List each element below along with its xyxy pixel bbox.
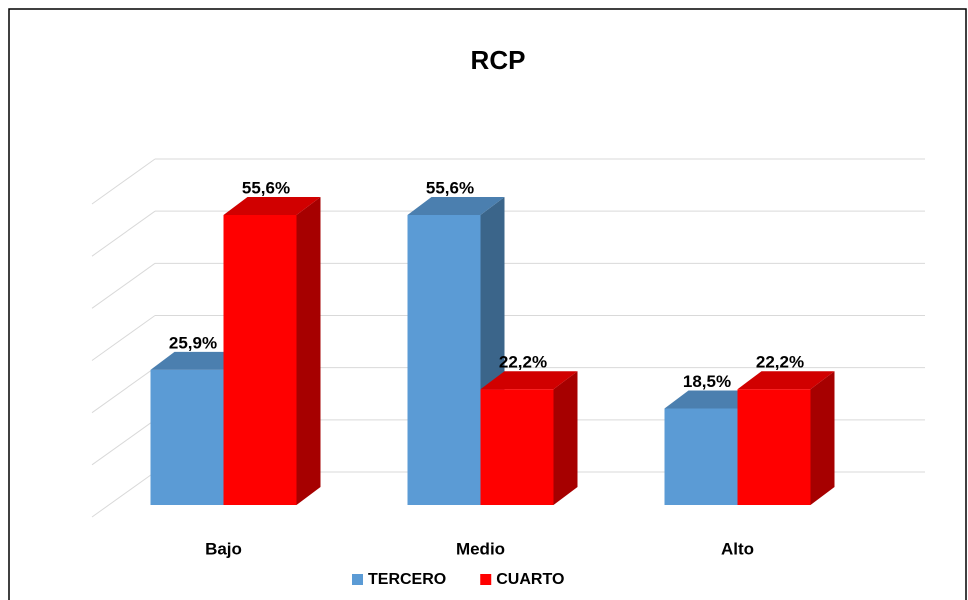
bar-front — [150, 369, 224, 505]
bar-side — [553, 371, 578, 505]
data-label: 55,6% — [242, 178, 290, 197]
data-label: 18,5% — [683, 372, 731, 391]
x-tick-label: Medio — [456, 539, 505, 558]
data-label: 25,9% — [169, 333, 217, 352]
grid-line — [91, 210, 156, 257]
x-tick-label: Alto — [721, 539, 754, 558]
grid-line — [91, 262, 156, 309]
bar-top — [223, 196, 321, 215]
grid-line — [91, 419, 156, 466]
bar-side — [296, 196, 321, 505]
x-tick-label: Bajo — [205, 539, 242, 558]
grid-line — [91, 158, 156, 205]
bar-front — [664, 408, 738, 505]
legend-swatch — [352, 574, 363, 585]
bar-top — [737, 371, 835, 390]
bar-top — [407, 196, 505, 215]
legend-label: CUARTO — [496, 571, 564, 588]
chart-title: RCP — [471, 45, 526, 75]
legend-label: TERCERO — [368, 571, 446, 588]
bar-front — [737, 389, 811, 505]
bar-top — [480, 371, 578, 390]
bar-top — [150, 351, 248, 370]
bar-front — [480, 389, 554, 505]
grid-line — [91, 471, 156, 518]
legend-swatch — [480, 574, 492, 585]
grid-line — [91, 367, 156, 414]
data-label: 55,6% — [426, 178, 474, 197]
bar — [480, 371, 578, 505]
bar-front — [223, 214, 297, 505]
data-label: 22,2% — [756, 353, 804, 372]
bar — [737, 371, 835, 505]
data-label: 22,2% — [499, 353, 547, 372]
bar-top — [664, 390, 762, 409]
bar — [223, 196, 321, 505]
bar-front — [407, 214, 481, 505]
bar-side — [810, 371, 835, 505]
grid-line — [91, 315, 156, 361]
